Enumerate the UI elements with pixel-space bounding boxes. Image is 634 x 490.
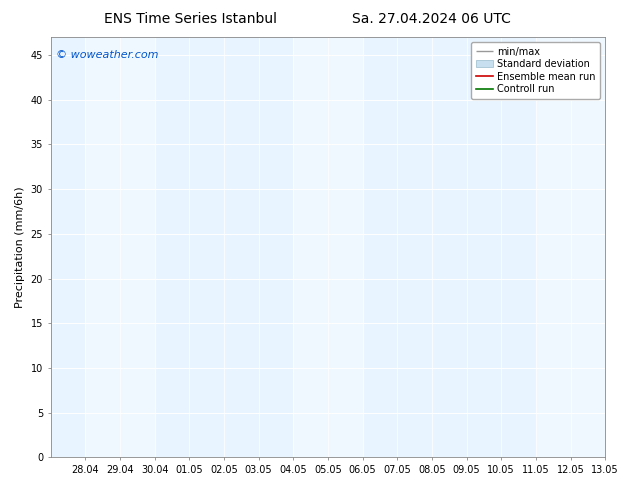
Text: Sa. 27.04.2024 06 UTC: Sa. 27.04.2024 06 UTC: [352, 12, 510, 26]
Y-axis label: Precipitation (mm/6h): Precipitation (mm/6h): [15, 186, 25, 308]
Legend: min/max, Standard deviation, Ensemble mean run, Controll run: min/max, Standard deviation, Ensemble me…: [470, 42, 600, 99]
Text: ENS Time Series Istanbul: ENS Time Series Istanbul: [104, 12, 276, 26]
Bar: [86, 37, 155, 457]
Text: © woweather.com: © woweather.com: [56, 49, 158, 60]
Bar: [536, 37, 605, 457]
Bar: [294, 37, 363, 457]
